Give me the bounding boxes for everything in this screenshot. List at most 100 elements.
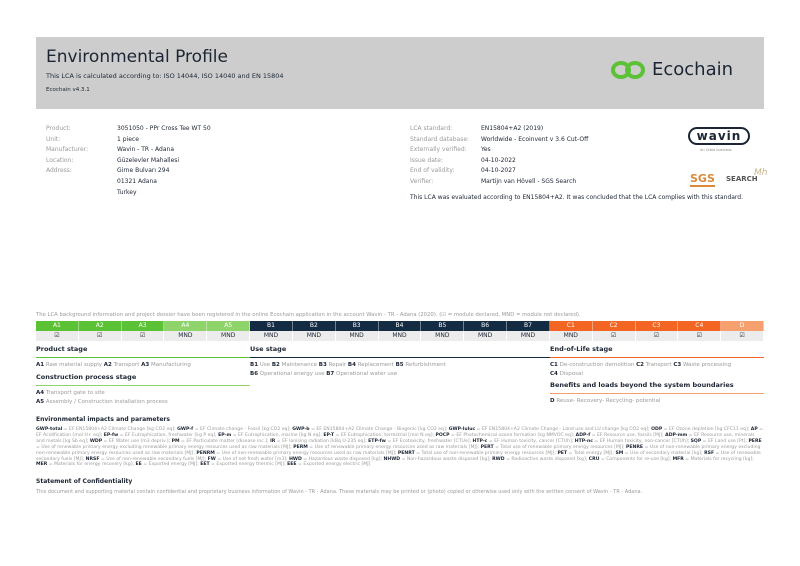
glossary-entry: EEE = Exported energy electric [MJ]	[287, 462, 371, 468]
module-status-c4: ☑	[678, 331, 722, 341]
module-code: B2	[271, 362, 280, 368]
ecochain-logo: Ecochain	[610, 59, 733, 80]
module-status-b4: MND	[378, 331, 422, 341]
module-desc: Operational water use	[335, 370, 398, 377]
glossary-desc: Radioactive waste disposed [kg]	[511, 456, 586, 462]
info-value: 04-10-2027	[481, 167, 516, 175]
glossary-code: HTP-nc	[574, 438, 593, 444]
glossary-code: HWD	[289, 456, 302, 462]
glossary-code: PENRE	[626, 444, 644, 450]
glossary-code: PENRM	[196, 450, 215, 456]
glossary-desc: Use of secondary material [kg]	[630, 450, 702, 456]
module-desc: Transport gate to site	[45, 390, 105, 396]
glossary-desc: Total use of non-renewable primary energ…	[421, 450, 555, 456]
glossary-desc: Use of non-renewable primary energy reso…	[221, 450, 395, 456]
glossary-code: SM	[615, 450, 624, 456]
glossary-code: EE	[135, 462, 142, 468]
glossary-desc: Use of renewable primary energy resource…	[314, 444, 478, 450]
glossary-desc: Components for re-use [kg]	[606, 456, 670, 462]
module-header-a3: A3	[121, 321, 165, 331]
glossary-desc: Materials for energy recovery [kg]	[54, 462, 133, 468]
product-info: Product: 3051050 - PPr Cross Tee WT 50 Uni…	[46, 124, 211, 198]
glossary-code: ETP-fw	[368, 438, 386, 444]
stage-item: A4 Transport gate to site	[36, 390, 105, 396]
glossary-entry: EP-T = EF Eutrophication, terrestrial [m…	[323, 432, 436, 438]
module-code: C2	[636, 362, 644, 368]
module-code: D	[550, 398, 555, 404]
glossary-entry: NRSF = Use of non-renewable secondary fu…	[85, 456, 208, 462]
glossary-entry: EET = Exported energy thermic [MJ];	[200, 462, 288, 468]
glossary-code: FW	[207, 456, 216, 462]
module-header-c1: C1	[549, 321, 593, 331]
glossary-desc: EF EN15804+A2 Climate Change - Biogenic …	[316, 427, 446, 432]
module-code: B7	[326, 370, 335, 377]
glossary-entry: SQP = EF Land use [Pt];	[690, 438, 749, 444]
info-value: Worldwide - Ecoinvent v 3.6 Cut-Off	[481, 135, 589, 143]
glossary-code: MER	[36, 462, 48, 468]
glossary-code: GWP-f	[177, 427, 194, 432]
glossary-desc: EF Acidification [mol H+ eq]	[36, 432, 101, 438]
module-header-a5: A5	[207, 321, 251, 331]
info-row: LCA standard: EN15804+A2 (2019)	[410, 124, 588, 135]
module-desc: Transport	[645, 362, 672, 368]
glossary-desc: EF Ionising radiation [kBq U-235 eq]	[282, 438, 366, 444]
glossary-code: EP-m	[218, 432, 232, 438]
info-label: Location:	[46, 156, 74, 164]
module-code: B3	[318, 362, 327, 368]
glossary-code: RWD	[492, 456, 505, 462]
stage-item: A5 Assembly / Construction installation …	[36, 399, 168, 405]
info-value: Martijn van Hövell - SGS Search	[481, 177, 577, 185]
module-status-b7: MND	[507, 331, 550, 341]
module-code: B6	[250, 370, 259, 377]
glossary-desc: EF Eutrophication, freshwater [kg P eq]	[125, 432, 216, 438]
wavin-tagline: An Orbia business	[700, 148, 732, 152]
info-label: LCA standard:	[410, 125, 453, 132]
info-value: Güzelevler Mahallesi	[117, 156, 180, 164]
glossary-code: PERE	[748, 438, 762, 444]
glossary-desc: Use of non-renewable primary energy excl…	[36, 444, 761, 456]
glossary-entry: SM = Use of secondary material [kg];	[615, 450, 705, 456]
logo-text: Ecochain	[652, 59, 734, 80]
module-code: C4	[550, 370, 558, 377]
module-code: B4	[347, 362, 356, 368]
glossary-desc: Total use of renewable primary energy re…	[500, 444, 623, 450]
module-desc: Refurbishment	[405, 362, 446, 368]
module-status-b5: MND	[421, 331, 465, 341]
glossary-entry: IR = EF Ionising radiation [kBq U-235 eq…	[270, 438, 369, 444]
glossary-desc: Hazardous waste disposed [kg]	[308, 456, 381, 462]
module-header-a2: A2	[78, 321, 122, 331]
glossary-desc: Use of renewable primary energy excludin…	[41, 444, 291, 450]
stage-item: C2 Transport	[636, 362, 673, 368]
module-desc: Manufacturing	[150, 362, 191, 368]
glossary-entry: HTP-c = EF Human toxicity, cancer [CTUh]…	[472, 438, 575, 444]
glossary-code: RSF	[704, 450, 715, 456]
glossary-entry: GWP-total = EF EN15804+A2 Climate Change…	[36, 427, 178, 432]
glossary-entry: EE = Exported energy [MJ];	[135, 462, 201, 468]
glossary-entry: PERT = Total use of renewable primary en…	[480, 444, 627, 450]
glossary-code: EP-fw	[103, 432, 119, 438]
module-header-b7: B7	[507, 321, 550, 331]
wavin-logo: wavin	[688, 127, 750, 145]
module-desc: Raw material supply	[45, 362, 102, 368]
glossary-entry: GWP-b = EF EN15804+A2 Climate Change - B…	[292, 427, 449, 432]
glossary-entry: PET = Total energy [MJ];	[557, 450, 616, 456]
glossary-code: PERM	[293, 444, 308, 450]
glossary-code: EEE	[287, 462, 297, 468]
info-row: Issue date: 04-10-2022	[410, 156, 588, 167]
info-value: 3051050 - PPr Cross Tee WT 50	[117, 125, 211, 132]
module-status-b1: MND	[250, 331, 293, 341]
module-header-b2: B2	[292, 321, 336, 331]
beyond-stage-desc: D Reuse- Recovery- Recycling- potential	[550, 397, 764, 406]
module-header-b4: B4	[378, 321, 422, 331]
stage-item: B6 Operational energy use	[250, 371, 326, 377]
module-desc: Disposal	[559, 370, 583, 377]
search-logo: SEARCH	[726, 175, 758, 183]
registration-note: The LCA background information and proje…	[36, 312, 581, 318]
glossary-desc: Exported energy thermic [MJ]	[216, 462, 285, 468]
module-header-d: D	[721, 321, 764, 331]
glossary-entry: ETP-fw = EF Ecotoxicity, freshwater [CTU…	[368, 438, 473, 444]
module-status-a3: ☑	[121, 331, 165, 341]
module-desc: Waste processing	[682, 362, 732, 368]
glossary-desc: EF Ecotoxicity, freshwater [CTUe]	[392, 438, 470, 444]
module-code: A1	[36, 362, 45, 368]
